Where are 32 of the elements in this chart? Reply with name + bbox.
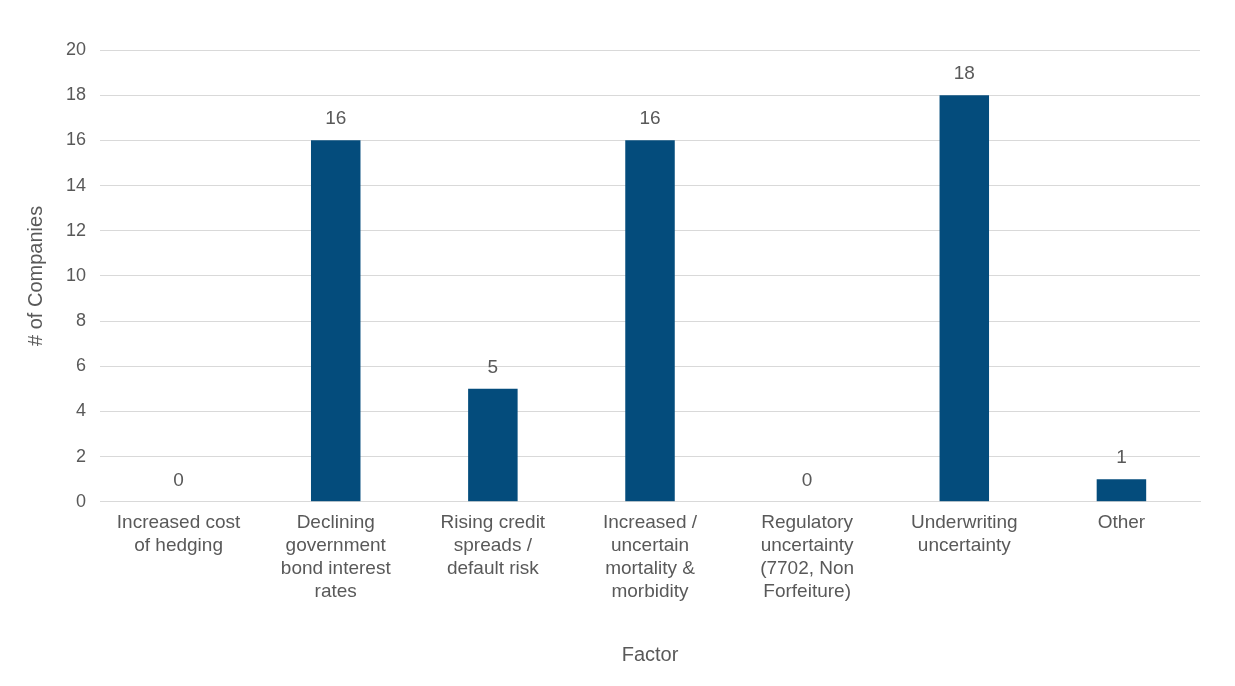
x-tick-label: Other bbox=[1097, 511, 1146, 533]
x-tick-label: Increased cost of hedging bbox=[116, 511, 242, 556]
bar bbox=[468, 388, 518, 502]
data-label: 16 bbox=[325, 107, 347, 129]
bar bbox=[310, 140, 361, 502]
data-label: 5 bbox=[487, 355, 499, 377]
y-tick-label: 12 bbox=[65, 219, 87, 240]
y-tick-label: 16 bbox=[65, 129, 87, 150]
x-tick-label: Increased / uncertain mortality & morbidity bbox=[603, 511, 698, 601]
data-label: 16 bbox=[639, 107, 661, 129]
data-label: 0 bbox=[173, 468, 184, 490]
data-label: 18 bbox=[953, 61, 975, 83]
y-axis-title: # of Companies bbox=[23, 205, 46, 346]
x-axis-title: Factor bbox=[621, 642, 679, 665]
bar bbox=[1096, 479, 1147, 502]
x-tick-label: Regulatory uncertainty (7702, Non Forfeiture) bbox=[760, 511, 855, 601]
data-label: 1 bbox=[1116, 445, 1127, 467]
x-tick-label: Declining government bond interest rates bbox=[280, 511, 392, 601]
y-tick-label: 18 bbox=[65, 84, 87, 105]
y-tick-label: 4 bbox=[76, 400, 87, 421]
x-tick-label: Rising credit spreads / default risk bbox=[440, 511, 546, 579]
y-tick-label: 6 bbox=[76, 355, 87, 376]
bar bbox=[625, 140, 675, 502]
y-tick-label: 20 bbox=[65, 38, 87, 59]
bar bbox=[939, 95, 990, 502]
y-tick-label: 2 bbox=[76, 445, 87, 466]
y-tick-label: 0 bbox=[76, 490, 87, 511]
data-label: 0 bbox=[801, 468, 813, 490]
y-tick-label: 10 bbox=[65, 264, 87, 285]
y-tick-label: 14 bbox=[65, 174, 87, 195]
y-tick-label: 8 bbox=[76, 310, 87, 331]
x-tick-label: Underwriting uncertainty bbox=[910, 511, 1018, 556]
